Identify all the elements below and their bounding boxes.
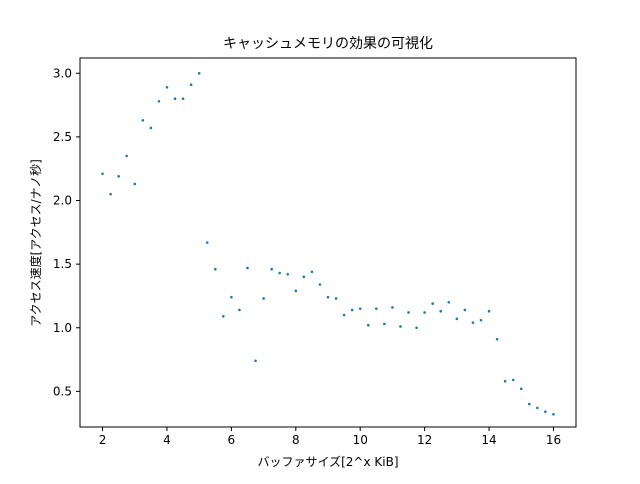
data-point (415, 326, 418, 330)
data-point (173, 97, 177, 101)
data-point (511, 378, 515, 382)
x-tick-label: 10 (353, 433, 368, 447)
data-point (310, 270, 314, 274)
data-point (423, 311, 426, 314)
data-point (302, 275, 306, 279)
data-point (165, 85, 169, 89)
x-tick-label: 8 (292, 433, 300, 447)
data-point (431, 302, 434, 305)
data-point (350, 308, 354, 312)
data-point (278, 271, 281, 275)
y-tick-label: 3.0 (53, 66, 72, 80)
data-point (205, 241, 209, 244)
data-point (117, 175, 120, 178)
data-point (455, 317, 459, 321)
x-tick-label: 14 (481, 433, 496, 447)
data-point (238, 308, 241, 312)
data-point (447, 301, 451, 304)
data-point (334, 297, 338, 300)
data-point (407, 311, 410, 314)
data-point (358, 307, 362, 310)
data-point (383, 322, 386, 326)
y-tick-label: 1.0 (53, 321, 72, 335)
y-tick-label: 2.5 (53, 130, 72, 144)
data-point (439, 309, 443, 313)
x-tick-label: 2 (99, 433, 107, 447)
data-point (366, 323, 370, 327)
data-point (141, 119, 145, 122)
data-point (189, 83, 193, 87)
data-point (230, 295, 233, 299)
data-point (181, 97, 185, 101)
axes-frame (79, 57, 577, 428)
data-point (294, 289, 298, 293)
chart-title: キャッシュメモリの効果の可視化 (223, 36, 433, 52)
x-axis-label: バッファサイズ[2^x KiB] (257, 454, 398, 469)
data-point (487, 309, 491, 313)
data-point (318, 283, 322, 286)
data-point (536, 406, 539, 410)
data-point (133, 182, 137, 186)
data-point (270, 267, 273, 271)
data-point (262, 297, 265, 300)
y-tick-label: 0.5 (53, 384, 72, 398)
data-point (101, 172, 104, 176)
data-point (495, 337, 499, 341)
data-point (399, 325, 402, 328)
data-point (527, 402, 531, 406)
data-point (391, 306, 394, 309)
data-point (246, 266, 249, 270)
data-point (519, 387, 523, 391)
y-tick-label: 2.0 (53, 194, 72, 208)
data-point (213, 267, 217, 271)
data-point (157, 99, 161, 103)
data-point (326, 295, 330, 299)
data-point (149, 126, 153, 130)
y-axis-label: アクセス速度[アクセス/ナノ秒] (28, 159, 43, 327)
data-point (471, 321, 475, 324)
data-point (222, 315, 225, 318)
data-point (544, 410, 547, 414)
data-point (375, 307, 378, 310)
x-tick-label: 16 (546, 433, 561, 447)
x-tick-label: 12 (417, 433, 432, 447)
data-point (197, 71, 201, 75)
data-point (109, 192, 112, 196)
y-tick-label: 1.5 (53, 257, 72, 271)
data-point (125, 154, 129, 158)
data-point (286, 273, 290, 276)
data-point (254, 359, 257, 363)
data-point (503, 379, 507, 383)
x-tick-label: 6 (228, 433, 236, 447)
plot-area: 2 4 6 8 10 12 14 16 0.5 1.0 1.5 2.0 2.5 3.0 (53, 66, 561, 447)
data-point (342, 313, 346, 317)
data-point (479, 318, 483, 322)
x-tick-label: 4 (163, 433, 171, 447)
data-point (552, 412, 555, 416)
data-point (463, 308, 467, 312)
